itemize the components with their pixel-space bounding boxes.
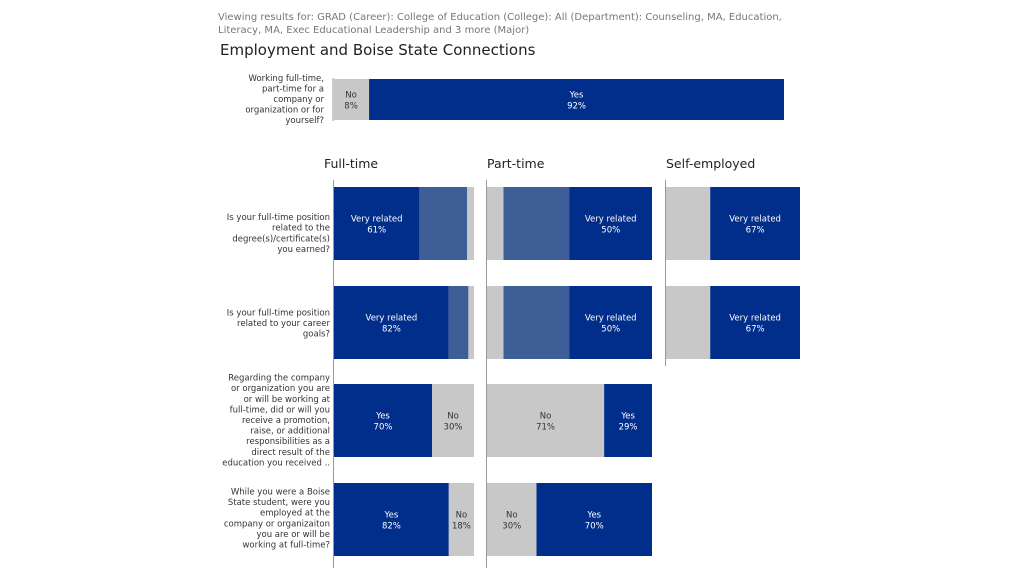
bar-row3-col1-segment-1 [536, 483, 652, 556]
top-bar-segment-label: No [345, 91, 357, 101]
bar-row2-col0-segment-value: 30% [444, 423, 463, 433]
column-header-part-time: Part-time [487, 156, 545, 171]
top-bar-segment-value: 92% [567, 102, 586, 112]
row-question-2-line: receive a promotion, [242, 416, 330, 426]
bar-row3-col0-segment-label: Yes [384, 511, 399, 521]
top-bar-segment-label: Yes [569, 91, 584, 101]
top-question-line: part-time for a [262, 84, 324, 94]
row-question-2-line: Regarding the company [228, 374, 330, 384]
bar-row2-col1-segment-0 [487, 384, 605, 457]
bar-row0-col2-segment-label: Very related [729, 215, 781, 225]
top-question-line: Working full-time, [249, 74, 324, 84]
bar-row2-col1-segment-label: Yes [620, 412, 635, 422]
bar-row1-col1-segment-value: 50% [601, 325, 620, 335]
bar-row1-col2-segment-label: Very related [729, 314, 781, 324]
top-question-line: company or [273, 95, 324, 105]
bar-row3-col1-segment-value: 30% [502, 522, 521, 532]
bar-row3-col1-segment-0 [487, 483, 537, 556]
bar-row0-col0-segment-1 [419, 187, 467, 260]
row-question-3-line: State student, were you [228, 498, 330, 508]
bar-row3-col0-segment-value: 18% [452, 522, 471, 532]
row-question-2-line: raise, or additional [250, 427, 330, 437]
row-question-0-line: you earned? [277, 245, 330, 255]
bar-row1-col0-segment-1 [448, 286, 469, 359]
top-question-line: organization or for [245, 106, 324, 116]
bar-row0-col2-segment-0 [666, 187, 711, 260]
top-bar-segment-1 [369, 79, 784, 120]
row-question-0-line: related to the [272, 224, 330, 234]
row-question-2-line: education you received .. [222, 458, 330, 468]
row-question-2-line: or will be working at [244, 395, 331, 405]
bar-row2-col0-segment-value: 70% [374, 423, 393, 433]
bar-row3-col0-segment-0 [334, 483, 449, 556]
bar-row3-col0-segment-1 [448, 483, 474, 556]
bar-row1-col2-segment-value: 67% [746, 325, 765, 335]
row-question-2-line: direct result of the [251, 448, 330, 458]
row-question-3-line: you are or will be [256, 530, 330, 540]
bar-row1-col2-segment-1 [710, 286, 800, 359]
bar-row0-col0-segment-label: Very related [351, 215, 403, 225]
bar-row0-col1-segment-2 [569, 187, 652, 260]
bar-row0-col0-segment-value: 61% [367, 226, 386, 236]
row-question-3-line: While you were a Boise [231, 488, 330, 498]
bar-row1-col1-segment-2 [569, 286, 652, 359]
row-question-2-line: or organization you are [231, 384, 330, 394]
row-question-3-line: company or organizaiton [224, 519, 330, 529]
row-question-2-line: full-time, did or will you [230, 405, 330, 415]
bar-row0-col1-segment-1 [503, 187, 570, 260]
row-question-0-line: Is your full-time position [227, 213, 330, 223]
bar-row0-col2-segment-1 [710, 187, 800, 260]
bar-row2-col0-segment-label: No [447, 412, 459, 422]
bar-row1-col0-segment-2 [468, 286, 474, 359]
row-question-1-line: goals? [303, 330, 330, 340]
bar-row1-col0-segment-0 [334, 286, 449, 359]
bar-row0-col1-segment-label: Very related [585, 215, 637, 225]
bar-row0-col2-segment-value: 67% [746, 226, 765, 236]
bar-row2-col0-segment-label: Yes [375, 412, 390, 422]
bar-row3-col1-segment-label: No [506, 511, 518, 521]
bar-row3-col0-segment-label: No [456, 511, 468, 521]
bar-row2-col1-segment-value: 71% [536, 423, 555, 433]
bar-row2-col0-segment-0 [334, 384, 432, 457]
bar-row3-col0-segment-value: 82% [382, 522, 401, 532]
bar-row3-col1-segment-label: Yes [586, 511, 601, 521]
column-header-full-time: Full-time [324, 156, 378, 171]
bar-row1-col0-segment-label: Very related [366, 314, 418, 324]
bar-row2-col1-segment-1 [604, 384, 652, 457]
bar-row0-col1-segment-0 [487, 187, 504, 260]
bar-row0-col0-segment-0 [334, 187, 420, 260]
row-question-3-line: working at full-time? [242, 541, 330, 551]
row-question-2-line: responsibilities as a [246, 437, 330, 447]
bar-row2-col1-segment-value: 29% [619, 423, 638, 433]
filter-description: Viewing results for: GRAD (Career): Coll… [218, 12, 782, 36]
top-bar-segment-0 [333, 79, 370, 120]
chart-title: Employment and Boise State Connections [220, 41, 536, 59]
column-header-self-employed: Self-employed [666, 156, 755, 171]
bar-row2-col0-segment-1 [432, 384, 474, 457]
bar-row0-col0-segment-2 [467, 187, 474, 260]
top-question-line: yourself? [285, 116, 324, 126]
bar-row3-col1-segment-value: 70% [585, 522, 604, 532]
bar-row1-col1-segment-1 [503, 286, 570, 359]
bar-row1-col1-segment-0 [487, 286, 504, 359]
row-question-3-line: employed at the [260, 509, 330, 519]
top-bar-segment-value: 8% [344, 102, 358, 112]
bar-row0-col1-segment-value: 50% [601, 226, 620, 236]
bar-row1-col0-segment-value: 82% [382, 325, 401, 335]
bar-row2-col1-segment-label: No [540, 412, 552, 422]
bar-row1-col1-segment-label: Very related [585, 314, 637, 324]
row-question-1-line: related to your career [237, 319, 330, 329]
row-question-1-line: Is your full-time position [227, 308, 330, 318]
row-question-0-line: degree(s)/certificate(s) [232, 234, 330, 244]
bar-row1-col2-segment-0 [666, 286, 711, 359]
